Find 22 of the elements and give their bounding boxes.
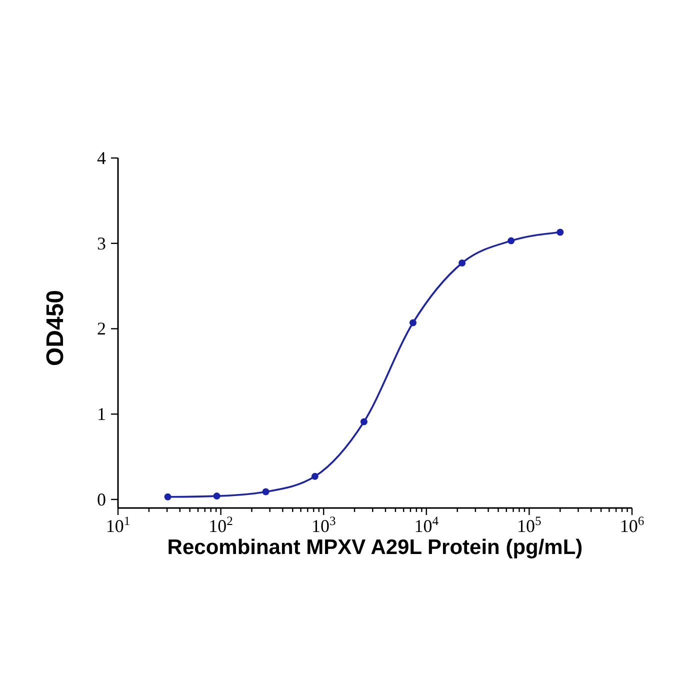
y-tick-label: 4 (97, 148, 106, 168)
y-tick-label: 1 (97, 404, 106, 424)
point (213, 492, 220, 500)
y-tick-label: 3 (97, 233, 106, 254)
point (164, 493, 172, 500)
point (262, 488, 270, 496)
point (508, 237, 515, 244)
y-tick-label: 2 (97, 318, 106, 339)
x-tick-label: 10$^{5}$ (517, 514, 542, 536)
x-tick-label: 10$^{1}$ (106, 514, 130, 536)
y-axis-title: OD450 (42, 290, 70, 366)
point (360, 418, 368, 426)
x-tick-label: 10$^{3}$ (311, 514, 336, 536)
point (311, 472, 318, 480)
point (458, 260, 466, 266)
point (410, 319, 416, 326)
point (556, 228, 564, 236)
x-tick-label: 10$^{2}$ (208, 514, 233, 536)
x-tick-label: 10$^{4}$ (414, 514, 440, 536)
x-axis-title: Recombinant MPXV A29L Protein (pg/mL) (166, 536, 584, 560)
x-tick-label: 10$^{6}$ (620, 514, 644, 536)
y-tick-label: 0 (97, 489, 106, 510)
